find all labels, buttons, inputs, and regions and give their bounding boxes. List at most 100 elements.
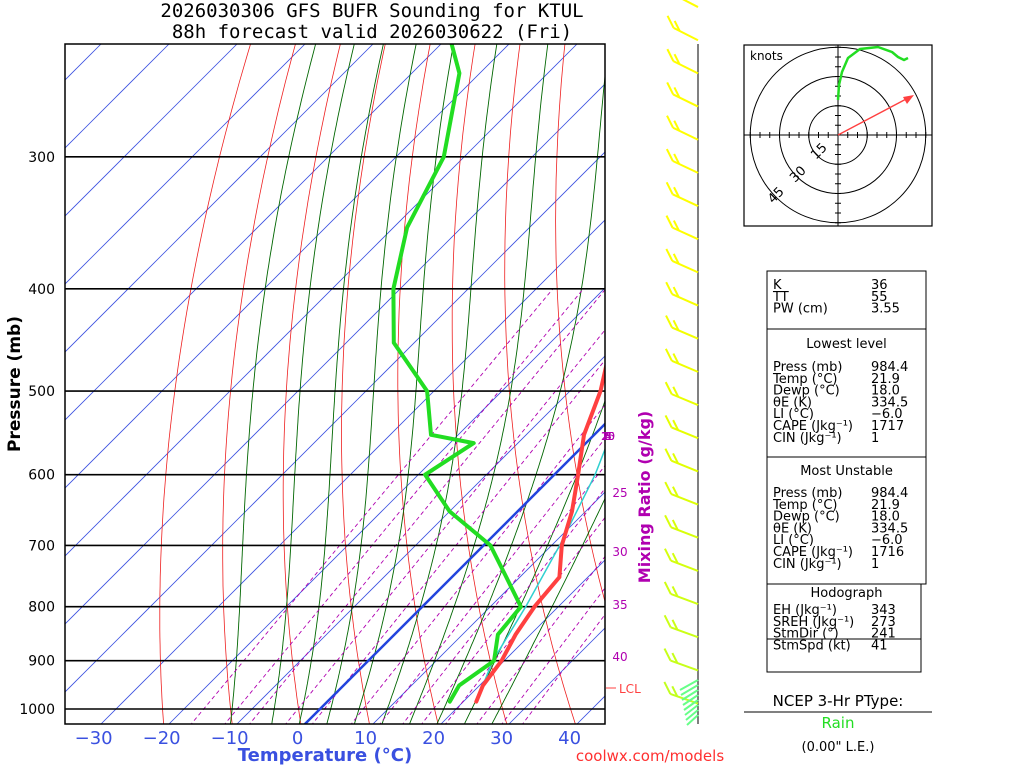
wind-barb <box>664 481 699 506</box>
temperature-tick-label: 20 <box>422 728 445 749</box>
stat-value: 1 <box>871 557 879 572</box>
isotherm-line <box>65 44 374 353</box>
stat-label: SREH (Jkg⁻¹) <box>773 615 854 630</box>
dewpoint-profile-line <box>391 44 523 704</box>
parcel-trace-line <box>475 447 605 703</box>
stat-label: Dewp (°C) <box>773 384 840 399</box>
pressure-tick-label: 900 <box>28 654 55 670</box>
dry-adiabat-line <box>555 44 605 604</box>
hodograph-trace <box>836 45 909 101</box>
freezing-isotherm <box>303 422 605 724</box>
wind-barb <box>665 215 699 241</box>
dry-adiabat-line <box>341 44 386 724</box>
ptype-amount: (0.00" L.E.) <box>802 740 875 755</box>
mixing-ratio-tick-label: 20 <box>601 430 615 443</box>
wind-barb <box>664 548 699 572</box>
wind-barb-column <box>663 0 699 726</box>
storm-motion-arrowhead <box>903 95 914 104</box>
stat-value: 343 <box>871 603 896 618</box>
mixing-ratio-axis-label: Mixing Ratio (g/kg) <box>635 411 654 583</box>
temperature-tick-label: −30 <box>75 728 113 749</box>
isotherm-line <box>65 44 102 81</box>
isotherm-line <box>65 44 578 557</box>
stat-value: 41 <box>871 638 888 653</box>
wind-barb <box>665 148 699 174</box>
stat-value: 984.4 <box>871 486 908 501</box>
pressure-tick-label: 600 <box>28 468 55 484</box>
pressure-tick-label: 500 <box>28 384 55 400</box>
stat-value: 334.5 <box>871 395 908 410</box>
mixing-ratio-tick-label: 4 <box>605 430 612 443</box>
stat-label: Press (mb) <box>773 486 842 501</box>
wind-barb <box>666 48 699 75</box>
stat-label: CAPE (Jkg⁻¹) <box>773 419 853 434</box>
ptype-heading: NCEP 3-Hr PType: <box>773 692 904 710</box>
isotherm-line <box>65 151 605 693</box>
moist-adiabat-line <box>436 71 605 724</box>
stat-label: CIN (Jkg⁻¹) <box>773 431 842 446</box>
mixing-ratio-line <box>311 359 605 724</box>
wind-barb <box>665 281 699 307</box>
wind-barb <box>665 248 699 274</box>
mixing-ratio-line <box>224 288 584 724</box>
stat-value: 1 <box>871 431 879 446</box>
stat-value: −6.0 <box>871 407 903 422</box>
stat-value: 984.4 <box>871 360 908 375</box>
moist-adiabat-line <box>230 44 317 724</box>
mixing-ratio-tick-label: 8 <box>605 430 612 443</box>
isotherm-line <box>65 44 442 421</box>
sounding-indices-panel: K 36 TT 55 PW (cm) 3.55 Lowest level Press (mb)… <box>766 270 927 673</box>
temperature-tick-label: −10 <box>211 728 249 749</box>
mixing-ratio-tick-label: 3 <box>605 430 612 443</box>
wind-barb <box>663 614 699 639</box>
wind-barb <box>664 414 699 440</box>
theta-e-tick-label: 35 <box>612 598 627 612</box>
moist-adiabat-line <box>271 44 355 724</box>
moist-adiabat-line <box>381 44 498 724</box>
temperature-profile-line <box>474 362 605 704</box>
y-axis-label: Pressure (mb) <box>5 316 25 452</box>
mixing-ratio-line <box>285 329 605 724</box>
moist-adiabat-line <box>491 497 605 724</box>
wind-barb <box>663 648 699 672</box>
wind-barb <box>683 699 699 711</box>
wind-barb <box>664 514 699 539</box>
mixing-ratio-tick-label: 15 <box>601 430 615 443</box>
mixing-ratio-line <box>501 587 605 724</box>
mixing-ratio-line <box>444 516 605 724</box>
isotherm-line <box>65 44 510 489</box>
mixing-ratio-line <box>379 437 605 724</box>
mixing-ratio-tick-label: 2 <box>602 430 609 443</box>
isotherm-line <box>65 44 170 149</box>
isotherm-line <box>236 355 605 724</box>
stat-label: Temp (°C) <box>772 498 838 513</box>
wind-barb <box>681 689 699 701</box>
pressure-tick-label: 300 <box>28 150 55 166</box>
stat-value: 55 <box>871 290 888 305</box>
temperature-tick-label: 40 <box>558 728 581 749</box>
stat-value: 18.0 <box>871 510 900 525</box>
dry-adiabat-line <box>504 44 576 724</box>
lcl-label: LCL <box>619 682 641 696</box>
stat-value: 21.9 <box>871 498 900 513</box>
stat-value: 36 <box>871 278 888 293</box>
moist-adiabat-line <box>326 44 417 724</box>
wind-barb <box>665 181 699 207</box>
isotherm-line <box>0 0 380 731</box>
stat-label: CAPE (Jkg⁻¹) <box>773 545 853 560</box>
dry-adiabat-line <box>992 0 1024 731</box>
wind-barb <box>664 381 699 406</box>
pressure-tick-label: 1000 <box>19 702 55 718</box>
dry-adiabat-line <box>953 0 1024 731</box>
isotherm-line <box>372 491 605 724</box>
moist-adiabat-line <box>408 44 549 724</box>
stat-label: θE (K) <box>773 521 812 536</box>
mixing-ratio-line <box>421 487 605 724</box>
wind-barb <box>682 0 699 8</box>
wind-barb <box>666 81 699 108</box>
stat-label: StmSpd (kt) <box>773 638 851 653</box>
isotherm-line <box>65 44 306 285</box>
stat-label: LI (°C) <box>773 407 814 422</box>
stat-label: LI (°C) <box>773 533 814 548</box>
